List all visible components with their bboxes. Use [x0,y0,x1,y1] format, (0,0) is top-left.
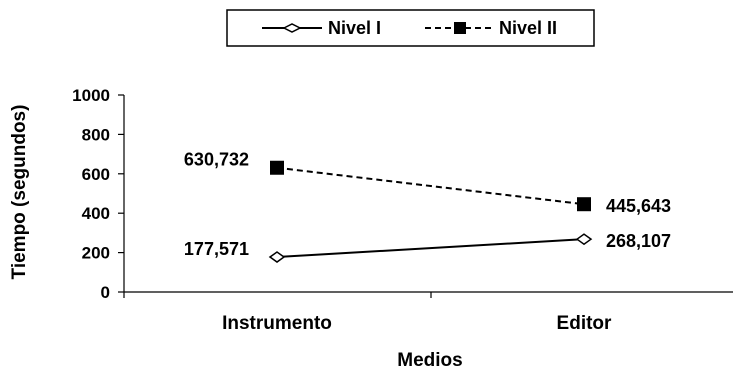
x-category-label-instrumento: Instrumento [222,313,332,334]
y-axis-ticks: 0 200 400 600 800 1000 [72,86,124,302]
data-label-nivel-ii-instrumento: 630,732 [184,150,249,170]
legend-marker-nivel-i [282,23,302,33]
series-line-nivel-i [276,238,585,259]
data-point-nivel-i-instrumento [268,251,286,263]
y-tick-label-800: 800 [82,125,110,144]
y-axis-title: Tiempo (segundos) [9,105,30,280]
legend: Nivel I Nivel II [226,9,595,47]
data-point-nivel-i-editor [575,233,593,246]
legend-label-nivel-i: Nivel I [328,18,381,38]
data-label-nivel-i-instrumento: 177,571 [184,239,249,259]
data-point-nivel-ii-instrumento [270,160,284,175]
legend-label-nivel-ii: Nivel II [499,18,557,38]
data-label-nivel-ii-editor: 445,643 [606,196,671,216]
x-category-label-editor: Editor [557,313,612,334]
y-tick-label-1000: 1000 [72,86,110,105]
data-label-nivel-i-editor: 268,107 [606,231,671,251]
y-tick-label-200: 200 [82,244,110,263]
y-tick-label-600: 600 [82,165,110,184]
data-point-nivel-ii-editor [577,197,591,212]
y-tick-label-0: 0 [101,283,110,302]
series-line-nivel-ii [276,166,585,206]
y-tick-label-400: 400 [82,204,110,223]
x-axis-title: Medios [397,350,462,371]
legend-marker-nivel-ii [454,22,466,34]
